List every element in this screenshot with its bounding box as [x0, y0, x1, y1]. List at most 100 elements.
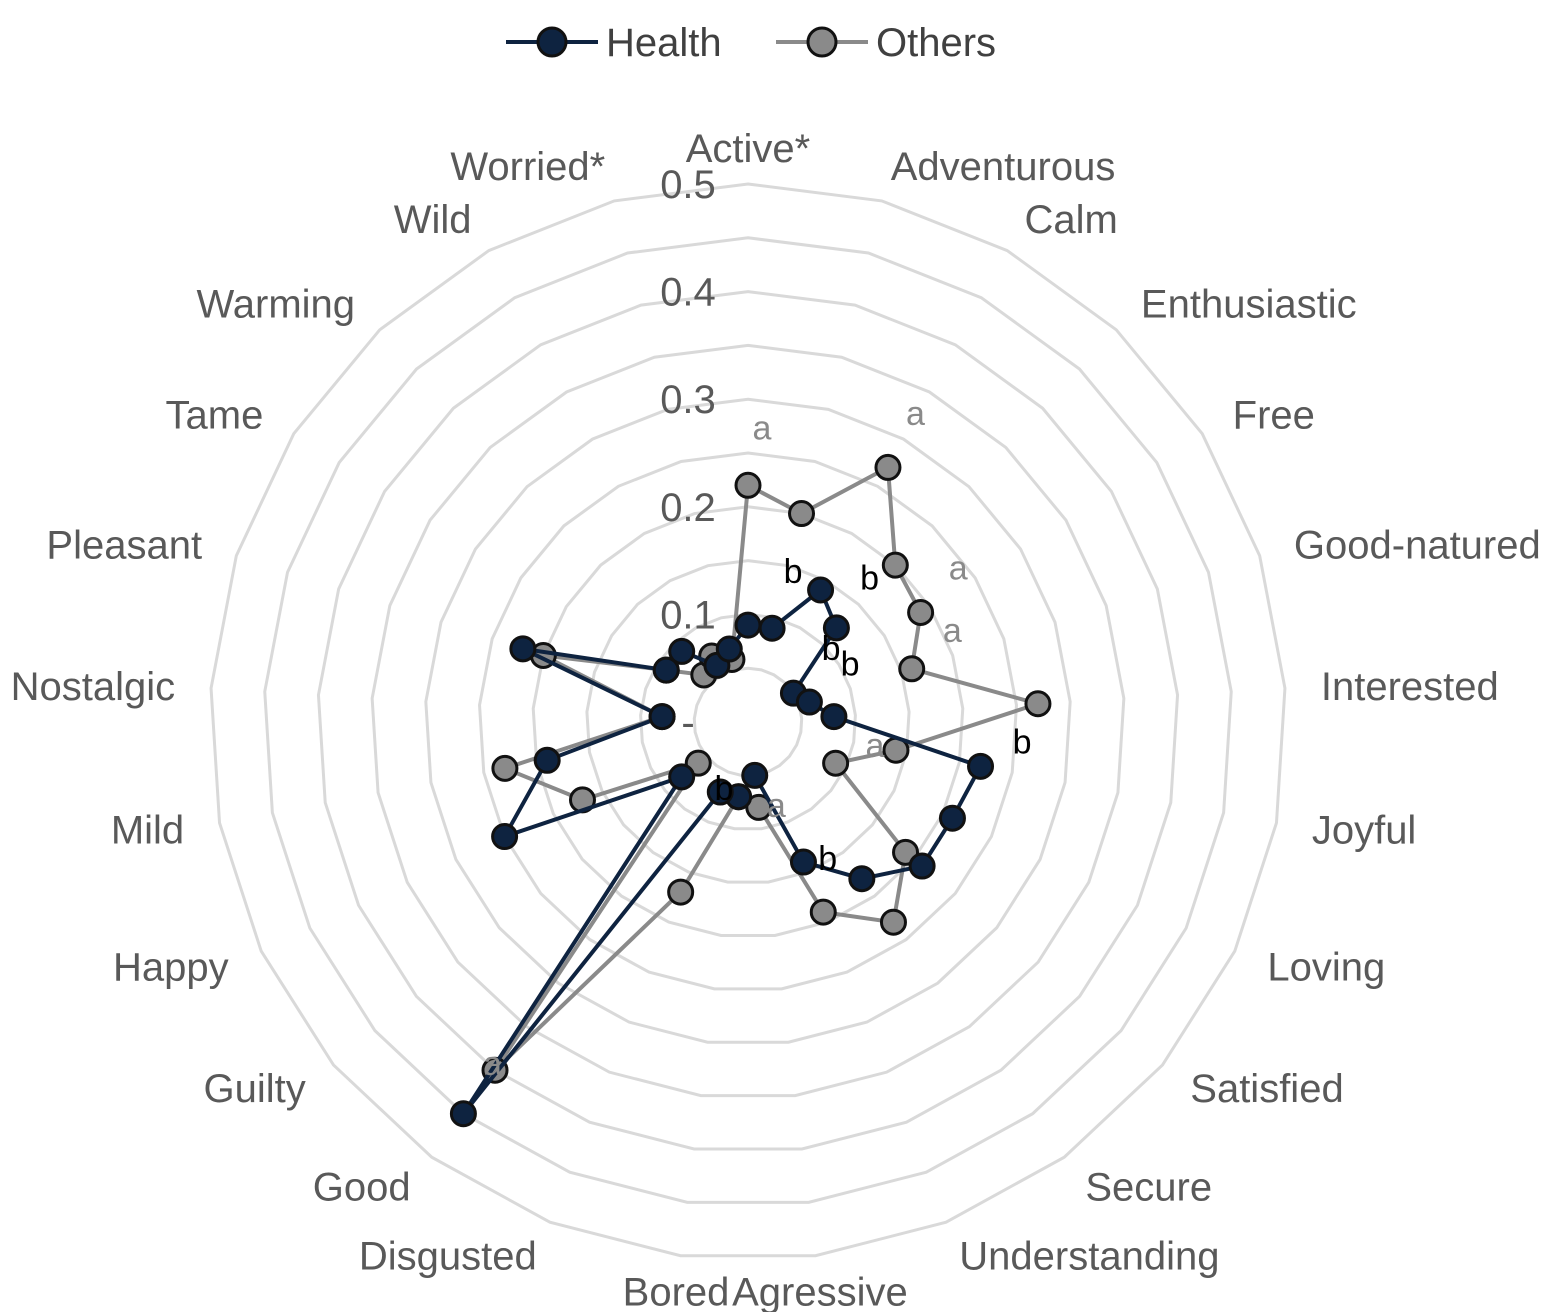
data-point	[938, 804, 966, 832]
data-point	[668, 637, 696, 665]
legend-item-others: Others	[776, 21, 996, 65]
grid-ring-3	[585, 559, 911, 884]
data-point	[820, 703, 848, 731]
data-point	[491, 754, 519, 782]
data-point	[795, 688, 823, 716]
significance-letter: b	[1013, 724, 1032, 762]
data-point	[967, 752, 995, 780]
significance-letter: b	[784, 553, 803, 591]
legend-marker	[806, 26, 838, 58]
category-label: Pleasant	[46, 524, 202, 568]
category-label: Wild	[394, 198, 472, 242]
significance-letter: b	[715, 770, 734, 808]
significance-letter: b	[841, 645, 860, 683]
data-point	[667, 878, 695, 906]
data-point	[715, 635, 743, 663]
category-label: Bored	[623, 1270, 730, 1312]
category-label: Disgusted	[359, 1235, 537, 1279]
legend-label: Others	[876, 21, 996, 65]
significance-letter: a	[943, 612, 962, 650]
data-point	[789, 848, 817, 876]
category-label: Good	[313, 1165, 411, 1209]
data-point	[881, 551, 909, 579]
grid-ring-9	[263, 236, 1233, 1204]
category-label: Nostalgic	[11, 665, 176, 709]
significance-letter: a	[483, 1045, 502, 1083]
data-point	[809, 898, 837, 926]
category-label: Calm	[1025, 198, 1118, 242]
tick-label: 0.1	[660, 593, 716, 637]
data-point	[908, 852, 936, 880]
significance-letter: a	[906, 395, 925, 433]
category-label: Agressive	[732, 1270, 908, 1312]
grid-ring-10	[209, 182, 1287, 1258]
grid-ring-5	[478, 451, 1018, 991]
significance-letter: a	[865, 727, 884, 765]
data-point	[449, 1100, 477, 1128]
data-point	[652, 656, 680, 684]
data-point	[807, 576, 835, 604]
tick-labels: - 0.1 0.2 0.3 0.4 0.5	[660, 163, 716, 745]
data-point	[848, 865, 876, 893]
radar-grid	[209, 182, 1287, 1258]
data-point	[898, 655, 926, 683]
grid-ring-6	[424, 397, 1072, 1044]
data-point	[491, 823, 519, 851]
legend: Health Others	[506, 21, 996, 65]
category-label: Secure	[1085, 1165, 1212, 1209]
category-label: Adventurous	[891, 145, 1116, 189]
category-label: Happy	[113, 945, 229, 989]
data-point	[1024, 690, 1052, 718]
data-point	[822, 614, 850, 642]
category-label: Worried*	[450, 145, 605, 189]
category-label: Free	[1233, 393, 1315, 437]
category-label: Warming	[197, 283, 356, 327]
significance-letter: a	[767, 787, 786, 825]
data-series	[449, 453, 1052, 1128]
category-label: Mild	[111, 809, 184, 853]
category-label: Enthusiastic	[1141, 283, 1357, 327]
grid-ring-8	[316, 290, 1180, 1151]
data-point	[734, 611, 762, 639]
data-point	[741, 761, 769, 789]
legend-label: Health	[606, 21, 722, 65]
significance-letter: b	[822, 630, 841, 668]
data-point	[668, 763, 696, 791]
grid-ring-7	[370, 343, 1126, 1098]
category-labels: Active* Adventurous Calm Enthusiastic Free Go…	[11, 127, 1541, 1312]
significance-letter: b	[818, 840, 837, 878]
data-point	[879, 908, 907, 936]
tick-label: 0.5	[660, 163, 716, 207]
tick-label: 0.3	[660, 378, 716, 422]
series-health	[449, 576, 995, 1128]
data-point	[758, 614, 786, 642]
category-label: Good-natured	[1294, 524, 1541, 568]
data-point	[509, 635, 537, 663]
data-point	[706, 778, 734, 806]
tick-label: -	[681, 701, 694, 745]
category-label: Tame	[166, 393, 264, 437]
legend-item-health: Health	[506, 21, 722, 65]
data-point	[533, 746, 561, 774]
significance-letter: a	[949, 549, 968, 587]
data-point	[734, 471, 762, 499]
data-point	[648, 703, 676, 731]
category-label: Understanding	[959, 1235, 1219, 1279]
category-label: Joyful	[1312, 809, 1417, 853]
significance-letter: a	[753, 409, 772, 447]
category-label: Guilty	[203, 1067, 305, 1111]
category-label: Loving	[1267, 945, 1385, 989]
tick-label: 0.2	[660, 486, 716, 530]
significance-letter: b	[860, 559, 879, 597]
data-point	[788, 500, 816, 528]
data-point	[907, 598, 935, 626]
tick-label: 0.4	[660, 271, 716, 315]
data-point	[874, 453, 902, 481]
legend-marker	[536, 26, 568, 58]
data-point	[822, 749, 850, 777]
category-label: Interested	[1321, 665, 1499, 709]
category-label: Satisfied	[1190, 1067, 1343, 1111]
category-label: Active*	[686, 127, 811, 171]
